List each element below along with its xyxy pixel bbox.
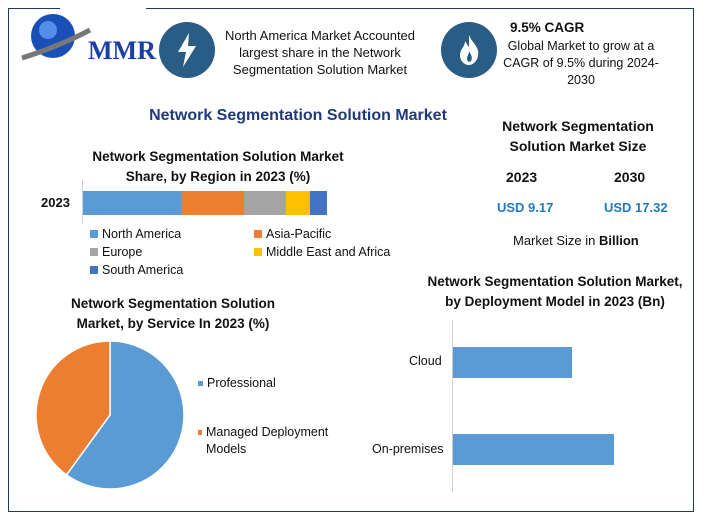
region-category: 2023 [41, 195, 70, 210]
value-2030: USD 17.32 [604, 200, 668, 215]
legend-label: Europe [102, 245, 143, 259]
legend-asia-pacific: Asia-Pacific [254, 227, 331, 241]
logo: MMR [20, 10, 156, 70]
legend-label: Managed Deployment Models [205, 425, 329, 456]
region-chart-title: Network Segmentation Solution Market Sha… [92, 149, 344, 184]
swatch [198, 380, 203, 386]
unit: Billion [598, 233, 639, 248]
service-pie [35, 340, 185, 490]
cagr-title: 9.5% CAGR [510, 20, 585, 35]
main-title: Network Segmentation Solution Market [149, 107, 447, 124]
bar-segment-north-america [83, 191, 181, 215]
frame [8, 8, 694, 512]
legend-mea: Middle East and Africa [254, 245, 390, 259]
year-2023: 2023 [506, 169, 538, 185]
label-cloud: Cloud [409, 354, 442, 368]
year-2030: 2030 [614, 169, 646, 185]
bar-segment-asia-pacific [180, 191, 245, 215]
flame-icon [441, 22, 497, 78]
bar-segment-middle-east-and-africa [285, 191, 310, 215]
deployment-chart-title: Network Segmentation Solution Market, by… [427, 274, 683, 309]
cagr-text: Global Market to grow at a CAGR of 9.5% … [503, 39, 659, 87]
deployment-axis [452, 320, 453, 492]
legend-south-america: South America [90, 263, 183, 277]
legend-europe: Europe [90, 245, 142, 259]
logo-text: MMR [88, 36, 156, 65]
legend-north-america: North America [90, 227, 181, 241]
frame-gap [60, 4, 146, 14]
region-stacked-bar [83, 191, 327, 215]
legend-label: Asia-Pacific [266, 227, 332, 241]
label-on-premises: On-premises [372, 442, 444, 456]
region-axis [82, 180, 83, 224]
swatch [198, 430, 202, 435]
value-2023: USD 9.17 [497, 200, 554, 215]
legend-label: Professional [207, 376, 276, 390]
legend-managed: Managed Deployment Models [198, 424, 338, 458]
market-size-title: Network Segmentation Solution Market Siz… [502, 118, 654, 154]
swatch [90, 266, 98, 274]
legend-professional: Professional [198, 376, 276, 390]
unit-label: Market Size in Billion [513, 233, 639, 248]
highlight-text: North America Market Accounted largest s… [224, 28, 416, 77]
globe-logo-icon [21, 14, 92, 61]
lightning-icon [159, 22, 215, 78]
bar-segment-europe [244, 191, 286, 215]
bar-segment-south-america [309, 191, 327, 215]
swatch [254, 248, 262, 256]
swatch [254, 230, 262, 238]
legend-label: North America [102, 227, 182, 241]
bar-cloud [453, 347, 573, 378]
legend-label: South America [102, 263, 184, 277]
pie-slice-professional [65, 340, 185, 490]
unit-prefix: Market Size in [513, 233, 599, 248]
swatch [90, 248, 98, 256]
pie-slice-managed-deployment-models [35, 340, 111, 476]
legend-label: Middle East and Africa [266, 245, 391, 259]
service-chart-title: Network Segmentation Solution Market, by… [70, 296, 275, 331]
bar-on-premises [453, 434, 614, 465]
swatch [90, 230, 98, 238]
